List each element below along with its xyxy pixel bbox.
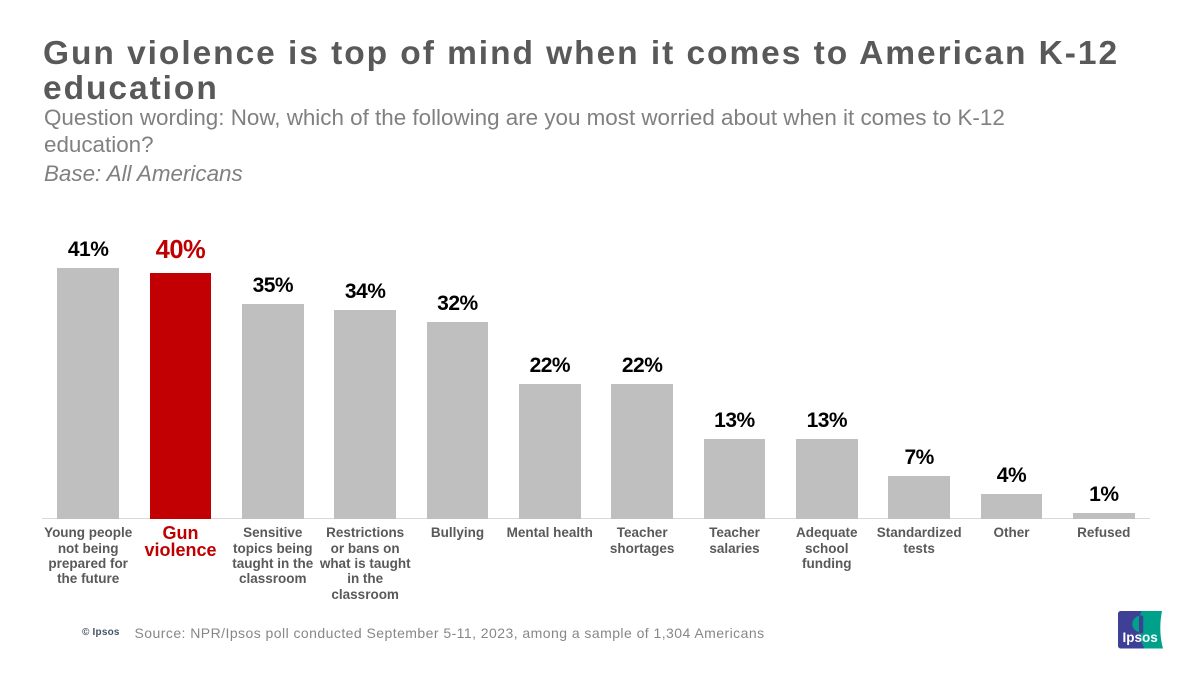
svg-text:Ipsos: Ipsos	[1123, 630, 1158, 645]
